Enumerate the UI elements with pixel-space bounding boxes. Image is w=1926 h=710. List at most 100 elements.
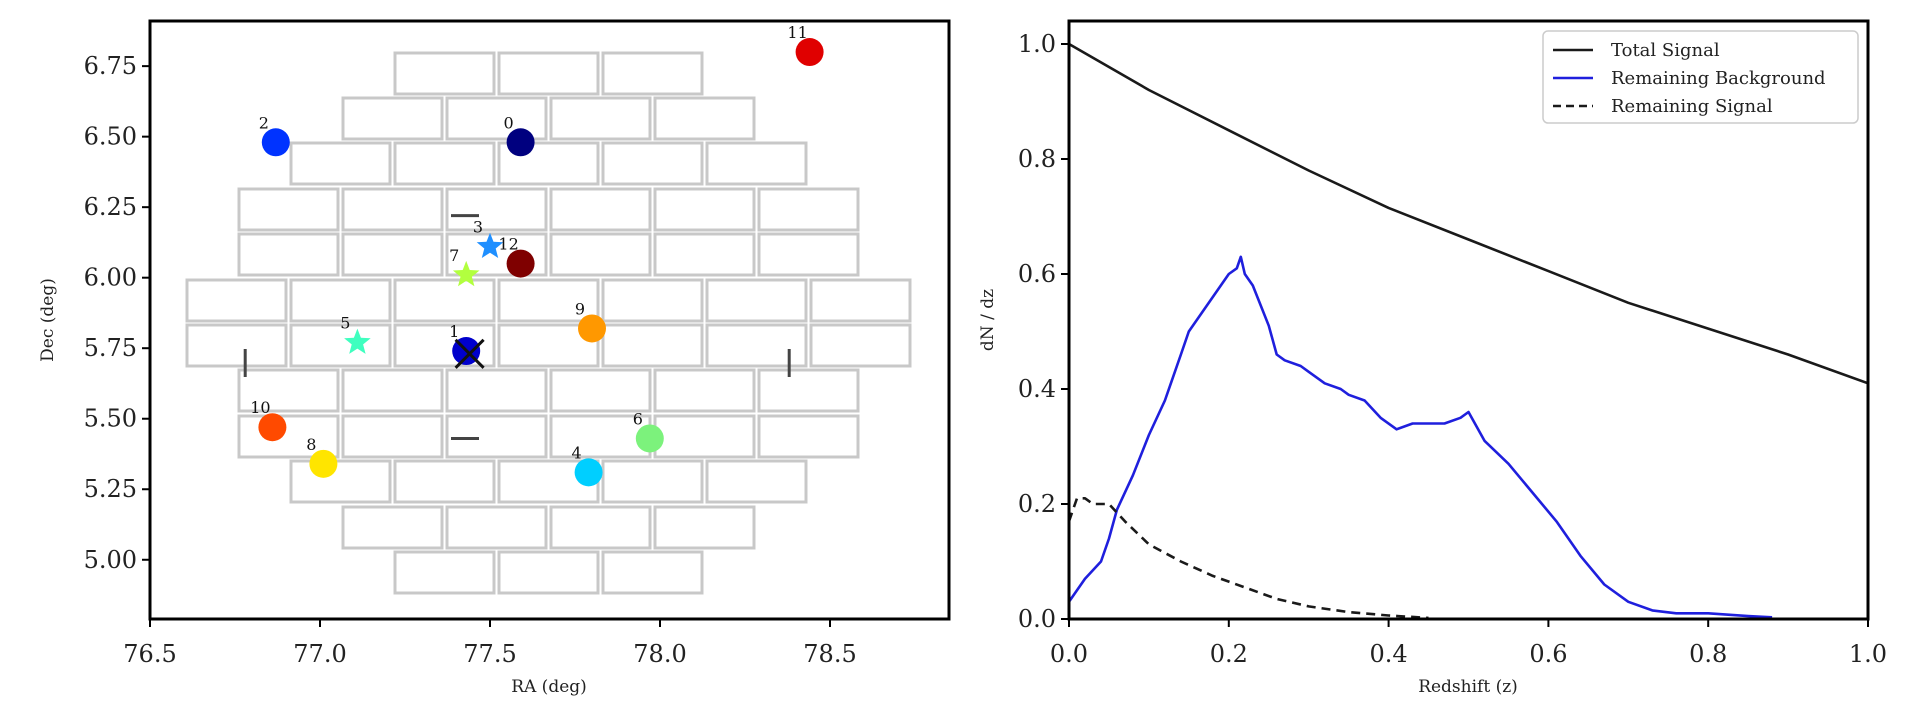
ccd-chip bbox=[601, 459, 704, 504]
dndz-tick-label: 0.8 bbox=[1018, 145, 1056, 173]
ccd-chip bbox=[393, 278, 496, 323]
ccd-chip bbox=[341, 368, 444, 413]
legend-label-total-signal: Total Signal bbox=[1611, 40, 1720, 61]
ccd-chip bbox=[289, 323, 392, 368]
ccd-chip bbox=[497, 323, 600, 368]
ccd-chip bbox=[757, 414, 860, 459]
redshift-tick-label: 0.2 bbox=[1210, 640, 1248, 668]
dndz-tick-label: 0.4 bbox=[1018, 375, 1056, 403]
redshift-panel: 0.0 0.2 0.4 0.6 0.8 1.0 0.0 0.2 0.4 0.6 0.8 1.0 Red… bbox=[978, 19, 1887, 697]
legend-label-remaining-signal: Remaining Signal bbox=[1611, 96, 1773, 117]
ccd-chip bbox=[601, 323, 704, 368]
ccd-chip bbox=[653, 368, 756, 413]
ra-axis-label: RA (deg) bbox=[511, 677, 587, 697]
ccd-chip bbox=[653, 187, 756, 232]
star-marker-3 bbox=[476, 232, 504, 258]
ra-tick-label: 78.0 bbox=[633, 640, 686, 668]
ccd-chip bbox=[549, 232, 652, 277]
ccd-chip bbox=[705, 278, 808, 323]
ccd-chip bbox=[601, 278, 704, 323]
ccd-chip bbox=[289, 459, 392, 504]
ccd-chip bbox=[497, 550, 600, 595]
ccd-chip bbox=[289, 278, 392, 323]
ccd-chip bbox=[705, 323, 808, 368]
marker-label-2: 2 bbox=[259, 113, 269, 132]
redshift-tick-label: 1.0 bbox=[1849, 640, 1887, 668]
redshift-series bbox=[1067, 42, 1869, 620]
ccd-chip bbox=[497, 278, 600, 323]
redshift-axis-label: Redshift (z) bbox=[1418, 677, 1518, 697]
ccd-chip bbox=[445, 187, 548, 232]
ccd-chip bbox=[393, 141, 496, 186]
ra-tick-label: 76.5 bbox=[123, 640, 176, 668]
cross-marker bbox=[454, 338, 485, 369]
dec-tick-label: 6.75 bbox=[84, 52, 137, 80]
ccd-chip bbox=[809, 278, 912, 323]
ccd-chip bbox=[237, 414, 340, 459]
dec-tick-label: 5.00 bbox=[84, 546, 137, 574]
circle-marker-11 bbox=[795, 38, 824, 67]
circle-marker-8 bbox=[309, 449, 338, 478]
ccd-chip bbox=[653, 96, 756, 141]
ra-tick-label: 77.5 bbox=[463, 640, 516, 668]
ccd-footprint bbox=[185, 51, 912, 595]
circle-marker-9 bbox=[578, 314, 606, 343]
ccd-chip bbox=[653, 232, 756, 277]
ccd-chip bbox=[237, 232, 340, 277]
legend-box bbox=[1542, 30, 1859, 124]
marker-label-10: 10 bbox=[250, 398, 270, 417]
circle-marker-10 bbox=[258, 413, 287, 442]
ccd-chip bbox=[445, 368, 548, 413]
ccd-chip bbox=[185, 323, 288, 368]
ccd-chip bbox=[809, 323, 912, 368]
ccd-chip bbox=[341, 505, 444, 550]
ccd-chip bbox=[393, 323, 496, 368]
ccd-chip bbox=[237, 187, 340, 232]
ccd-chip bbox=[445, 414, 548, 459]
ccd-chip bbox=[341, 187, 444, 232]
ccd-chip bbox=[549, 187, 652, 232]
ccd-chip bbox=[445, 505, 548, 550]
ccd-chip bbox=[237, 368, 340, 413]
ccd-chip bbox=[497, 51, 600, 96]
ccd-chip bbox=[549, 368, 652, 413]
circle-marker-0 bbox=[506, 128, 535, 157]
marker-label-3: 3 bbox=[473, 218, 483, 237]
ccd-chip bbox=[185, 278, 288, 323]
ccd-chip bbox=[445, 96, 548, 141]
marker-label-7: 7 bbox=[449, 246, 459, 265]
circle-marker-6 bbox=[635, 424, 664, 453]
marker-label-9: 9 bbox=[575, 299, 585, 318]
ra-tick-label: 77.0 bbox=[293, 640, 346, 668]
dndz-tick-label: 0.6 bbox=[1018, 260, 1056, 288]
dec-axis-label: Dec (deg) bbox=[38, 278, 58, 362]
star-marker-5 bbox=[344, 328, 371, 354]
marker-label-1: 1 bbox=[449, 322, 459, 341]
ccd-chip bbox=[341, 96, 444, 141]
ccd-chip bbox=[341, 414, 444, 459]
dec-tick-label: 5.75 bbox=[84, 334, 137, 362]
redshift-tick-label: 0.0 bbox=[1050, 640, 1088, 668]
ccd-chip bbox=[341, 232, 444, 277]
circle-marker-12 bbox=[506, 249, 535, 278]
dndz-axis-label: dN / dz bbox=[978, 289, 998, 351]
redshift-tick-label: 0.6 bbox=[1529, 640, 1567, 668]
ccd-chip bbox=[549, 505, 652, 550]
series-line-total-signal bbox=[1068, 42, 1869, 385]
dndz-tick-label: 0.0 bbox=[1018, 605, 1056, 633]
sky-map-ticks: 76.5 77.0 77.5 78.0 78.5 5.00 5.25 5.50 5.75 6.00… bbox=[84, 52, 857, 668]
ccd-chip bbox=[445, 232, 548, 277]
ccd-chip bbox=[757, 187, 860, 232]
dndz-tick-label: 0.2 bbox=[1018, 490, 1056, 518]
marker-label-5: 5 bbox=[340, 314, 350, 333]
circle-marker-4 bbox=[574, 458, 603, 487]
legend: Total Signal Remaining Background Remain… bbox=[1542, 30, 1859, 124]
dec-tick-label: 6.00 bbox=[84, 264, 137, 292]
marker-label-0: 0 bbox=[504, 113, 514, 132]
ccd-chip bbox=[393, 550, 496, 595]
guide-marks bbox=[243, 214, 791, 440]
redshift-ticks: 0.0 0.2 0.4 0.6 0.8 1.0 0.0 0.2 0.4 0.6 0.8 1.0 bbox=[1018, 30, 1887, 668]
ccd-chip bbox=[757, 232, 860, 277]
redshift-tick-label: 0.8 bbox=[1689, 640, 1727, 668]
